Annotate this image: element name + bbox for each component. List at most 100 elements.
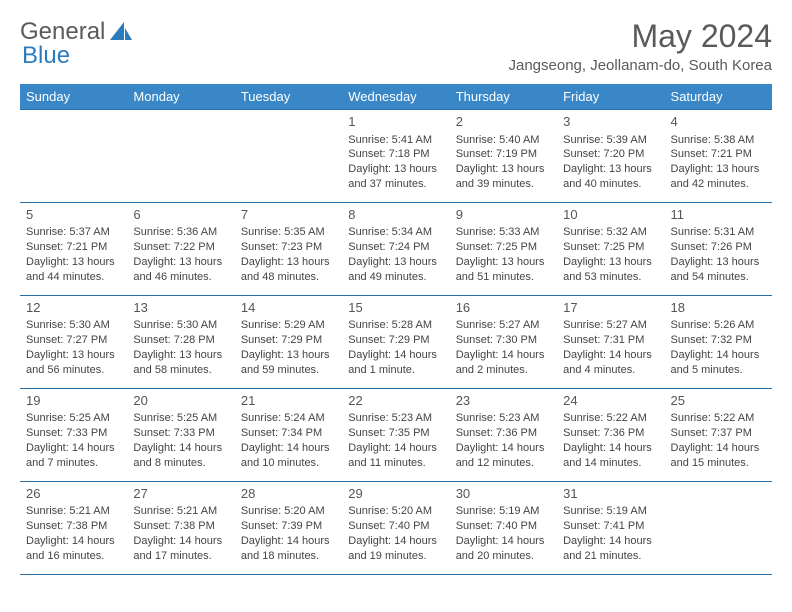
sunrise-text: Sunrise: 5:37 AM bbox=[26, 225, 121, 240]
sunrise-text: Sunrise: 5:24 AM bbox=[241, 411, 336, 426]
daylight-text: Daylight: 13 hours and 39 minutes. bbox=[456, 162, 551, 192]
day-number: 30 bbox=[456, 485, 551, 503]
calendar-day-cell bbox=[665, 481, 772, 574]
sunrise-text: Sunrise: 5:27 AM bbox=[456, 318, 551, 333]
day-header: Tuesday bbox=[235, 84, 342, 110]
day-number: 26 bbox=[26, 485, 121, 503]
title-block: May 2024 Jangseong, Jeollanam-do, South … bbox=[508, 18, 772, 74]
day-header: Wednesday bbox=[342, 84, 449, 110]
sunset-text: Sunset: 7:21 PM bbox=[671, 147, 766, 162]
daylight-text: Daylight: 14 hours and 14 minutes. bbox=[563, 441, 658, 471]
day-number: 27 bbox=[133, 485, 228, 503]
day-number: 24 bbox=[563, 392, 658, 410]
sunset-text: Sunset: 7:29 PM bbox=[241, 333, 336, 348]
sunset-text: Sunset: 7:28 PM bbox=[133, 333, 228, 348]
page-header: General May 2024 Jangseong, Jeollanam-do… bbox=[20, 18, 772, 74]
day-number: 12 bbox=[26, 299, 121, 317]
day-number: 19 bbox=[26, 392, 121, 410]
sunset-text: Sunset: 7:38 PM bbox=[133, 519, 228, 534]
daylight-text: Daylight: 14 hours and 19 minutes. bbox=[348, 534, 443, 564]
day-header-row: SundayMondayTuesdayWednesdayThursdayFrid… bbox=[20, 84, 772, 110]
day-number: 6 bbox=[133, 206, 228, 224]
sunrise-text: Sunrise: 5:30 AM bbox=[133, 318, 228, 333]
calendar-day-cell: 14Sunrise: 5:29 AMSunset: 7:29 PMDayligh… bbox=[235, 295, 342, 388]
calendar-day-cell: 11Sunrise: 5:31 AMSunset: 7:26 PMDayligh… bbox=[665, 202, 772, 295]
day-number: 3 bbox=[563, 113, 658, 131]
sunset-text: Sunset: 7:25 PM bbox=[456, 240, 551, 255]
sunrise-text: Sunrise: 5:23 AM bbox=[456, 411, 551, 426]
calendar-day-cell: 28Sunrise: 5:20 AMSunset: 7:39 PMDayligh… bbox=[235, 481, 342, 574]
day-number: 28 bbox=[241, 485, 336, 503]
day-number: 16 bbox=[456, 299, 551, 317]
daylight-text: Daylight: 13 hours and 56 minutes. bbox=[26, 348, 121, 378]
calendar-week-row: 12Sunrise: 5:30 AMSunset: 7:27 PMDayligh… bbox=[20, 295, 772, 388]
day-number: 29 bbox=[348, 485, 443, 503]
calendar-day-cell: 13Sunrise: 5:30 AMSunset: 7:28 PMDayligh… bbox=[127, 295, 234, 388]
day-number: 15 bbox=[348, 299, 443, 317]
sunrise-text: Sunrise: 5:40 AM bbox=[456, 133, 551, 148]
daylight-text: Daylight: 13 hours and 48 minutes. bbox=[241, 255, 336, 285]
daylight-text: Daylight: 13 hours and 59 minutes. bbox=[241, 348, 336, 378]
day-number: 5 bbox=[26, 206, 121, 224]
daylight-text: Daylight: 13 hours and 51 minutes. bbox=[456, 255, 551, 285]
day-number: 13 bbox=[133, 299, 228, 317]
daylight-text: Daylight: 14 hours and 21 minutes. bbox=[563, 534, 658, 564]
calendar-day-cell: 25Sunrise: 5:22 AMSunset: 7:37 PMDayligh… bbox=[665, 388, 772, 481]
calendar-day-cell: 5Sunrise: 5:37 AMSunset: 7:21 PMDaylight… bbox=[20, 202, 127, 295]
daylight-text: Daylight: 13 hours and 54 minutes. bbox=[671, 255, 766, 285]
sunset-text: Sunset: 7:30 PM bbox=[456, 333, 551, 348]
sunset-text: Sunset: 7:41 PM bbox=[563, 519, 658, 534]
daylight-text: Daylight: 13 hours and 37 minutes. bbox=[348, 162, 443, 192]
sunset-text: Sunset: 7:39 PM bbox=[241, 519, 336, 534]
calendar-day-cell: 10Sunrise: 5:32 AMSunset: 7:25 PMDayligh… bbox=[557, 202, 664, 295]
day-number: 18 bbox=[671, 299, 766, 317]
sunset-text: Sunset: 7:40 PM bbox=[456, 519, 551, 534]
daylight-text: Daylight: 13 hours and 42 minutes. bbox=[671, 162, 766, 192]
calendar-day-cell: 17Sunrise: 5:27 AMSunset: 7:31 PMDayligh… bbox=[557, 295, 664, 388]
day-number: 1 bbox=[348, 113, 443, 131]
day-header: Saturday bbox=[665, 84, 772, 110]
sunset-text: Sunset: 7:33 PM bbox=[133, 426, 228, 441]
calendar-day-cell: 21Sunrise: 5:24 AMSunset: 7:34 PMDayligh… bbox=[235, 388, 342, 481]
sunset-text: Sunset: 7:35 PM bbox=[348, 426, 443, 441]
sunrise-text: Sunrise: 5:20 AM bbox=[348, 504, 443, 519]
calendar-day-cell: 6Sunrise: 5:36 AMSunset: 7:22 PMDaylight… bbox=[127, 202, 234, 295]
calendar-day-cell: 9Sunrise: 5:33 AMSunset: 7:25 PMDaylight… bbox=[450, 202, 557, 295]
sunset-text: Sunset: 7:32 PM bbox=[671, 333, 766, 348]
sunset-text: Sunset: 7:22 PM bbox=[133, 240, 228, 255]
daylight-text: Daylight: 14 hours and 5 minutes. bbox=[671, 348, 766, 378]
daylight-text: Daylight: 13 hours and 53 minutes. bbox=[563, 255, 658, 285]
day-number: 23 bbox=[456, 392, 551, 410]
sunset-text: Sunset: 7:25 PM bbox=[563, 240, 658, 255]
daylight-text: Daylight: 14 hours and 10 minutes. bbox=[241, 441, 336, 471]
sunrise-text: Sunrise: 5:33 AM bbox=[456, 225, 551, 240]
calendar-day-cell bbox=[235, 110, 342, 203]
sunrise-text: Sunrise: 5:31 AM bbox=[671, 225, 766, 240]
sunrise-text: Sunrise: 5:30 AM bbox=[26, 318, 121, 333]
calendar-day-cell: 22Sunrise: 5:23 AMSunset: 7:35 PMDayligh… bbox=[342, 388, 449, 481]
daylight-text: Daylight: 13 hours and 46 minutes. bbox=[133, 255, 228, 285]
calendar-head: SundayMondayTuesdayWednesdayThursdayFrid… bbox=[20, 84, 772, 110]
sunrise-text: Sunrise: 5:20 AM bbox=[241, 504, 336, 519]
sunrise-text: Sunrise: 5:41 AM bbox=[348, 133, 443, 148]
sunset-text: Sunset: 7:40 PM bbox=[348, 519, 443, 534]
sunrise-text: Sunrise: 5:29 AM bbox=[241, 318, 336, 333]
sunset-text: Sunset: 7:27 PM bbox=[26, 333, 121, 348]
calendar-day-cell: 4Sunrise: 5:38 AMSunset: 7:21 PMDaylight… bbox=[665, 110, 772, 203]
day-number: 14 bbox=[241, 299, 336, 317]
calendar-day-cell: 2Sunrise: 5:40 AMSunset: 7:19 PMDaylight… bbox=[450, 110, 557, 203]
calendar-table: SundayMondayTuesdayWednesdayThursdayFrid… bbox=[20, 84, 772, 575]
daylight-text: Daylight: 14 hours and 8 minutes. bbox=[133, 441, 228, 471]
day-header: Monday bbox=[127, 84, 234, 110]
sunset-text: Sunset: 7:37 PM bbox=[671, 426, 766, 441]
sunrise-text: Sunrise: 5:38 AM bbox=[671, 133, 766, 148]
calendar-day-cell: 29Sunrise: 5:20 AMSunset: 7:40 PMDayligh… bbox=[342, 481, 449, 574]
sunrise-text: Sunrise: 5:19 AM bbox=[563, 504, 658, 519]
day-number: 9 bbox=[456, 206, 551, 224]
calendar-day-cell: 7Sunrise: 5:35 AMSunset: 7:23 PMDaylight… bbox=[235, 202, 342, 295]
sunset-text: Sunset: 7:38 PM bbox=[26, 519, 121, 534]
calendar-day-cell bbox=[127, 110, 234, 203]
day-number: 8 bbox=[348, 206, 443, 224]
sunrise-text: Sunrise: 5:22 AM bbox=[671, 411, 766, 426]
day-number: 31 bbox=[563, 485, 658, 503]
